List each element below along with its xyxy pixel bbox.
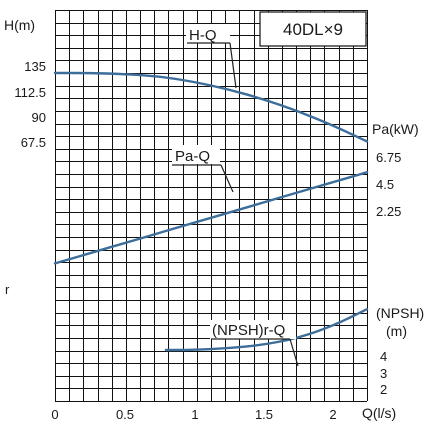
model-label-box: 40DL×9	[259, 11, 367, 47]
npsh-leader-line	[289, 338, 299, 367]
series-line-npsh	[164, 308, 369, 352]
series-line-hq	[53, 71, 369, 143]
head-tick-label: 90	[32, 110, 46, 125]
stray-mark: r	[5, 282, 10, 297]
npsh-tick-label: 3	[380, 366, 387, 381]
head-axis: H(m) 135 112.5 90 67.5	[4, 17, 46, 150]
npsh-label-text: (NPSH)r-Q	[212, 322, 285, 339]
npsh-curve-label: (NPSH)r-Q	[210, 320, 299, 367]
model-label-frame	[259, 11, 367, 47]
hq-curve-label: H-Q	[186, 24, 237, 89]
flow-tick-label: 1	[191, 407, 198, 422]
paq-leader-line	[220, 164, 234, 193]
head-tick-label: 112.5	[14, 85, 46, 100]
flow-tick-label: 0	[51, 407, 58, 422]
npsh-tick-label: 4	[380, 349, 387, 364]
chart-grid	[55, 10, 368, 402]
npsh-axis: (NPSH) (m) 4 3 2	[376, 305, 424, 397]
power-axis: Pa(kW) 6.75 4.5 2.25	[372, 121, 419, 219]
npsh-axis-unit: (m)	[386, 323, 407, 339]
npsh-axis-title: (NPSH)	[376, 305, 424, 321]
paq-label-backdrop	[172, 145, 220, 164]
hq-leader-line	[229, 42, 237, 89]
flow-tick-label: 1.5	[255, 407, 273, 422]
power-tick-label: 6.75	[376, 150, 401, 165]
paq-label-text: Pa-Q	[175, 148, 210, 165]
curves	[53, 71, 369, 352]
head-tick-label: 135	[24, 59, 46, 74]
flow-tick-label: 2	[329, 407, 336, 422]
paq-curve-label: Pa-Q	[172, 145, 234, 193]
hq-label-text: H-Q	[189, 27, 217, 44]
flow-axis: 0 0.5 1 1.5 2 Q(l/s)	[51, 405, 396, 422]
model-label: 40DL×9	[283, 20, 343, 39]
series-line-paq	[53, 171, 369, 265]
npsh-tick-label: 2	[380, 382, 387, 397]
power-axis-title: Pa(kW)	[372, 121, 419, 137]
flow-tick-label: 0.5	[116, 407, 134, 422]
npsh-label-backdrop	[210, 320, 296, 339]
power-tick-label: 2.25	[376, 204, 401, 219]
power-tick-label: 4.5	[376, 177, 394, 192]
head-tick-label: 67.5	[21, 135, 46, 150]
head-axis-title: H(m)	[4, 17, 35, 33]
flow-axis-title: Q(l/s)	[362, 405, 396, 421]
hq-label-backdrop	[186, 24, 230, 43]
